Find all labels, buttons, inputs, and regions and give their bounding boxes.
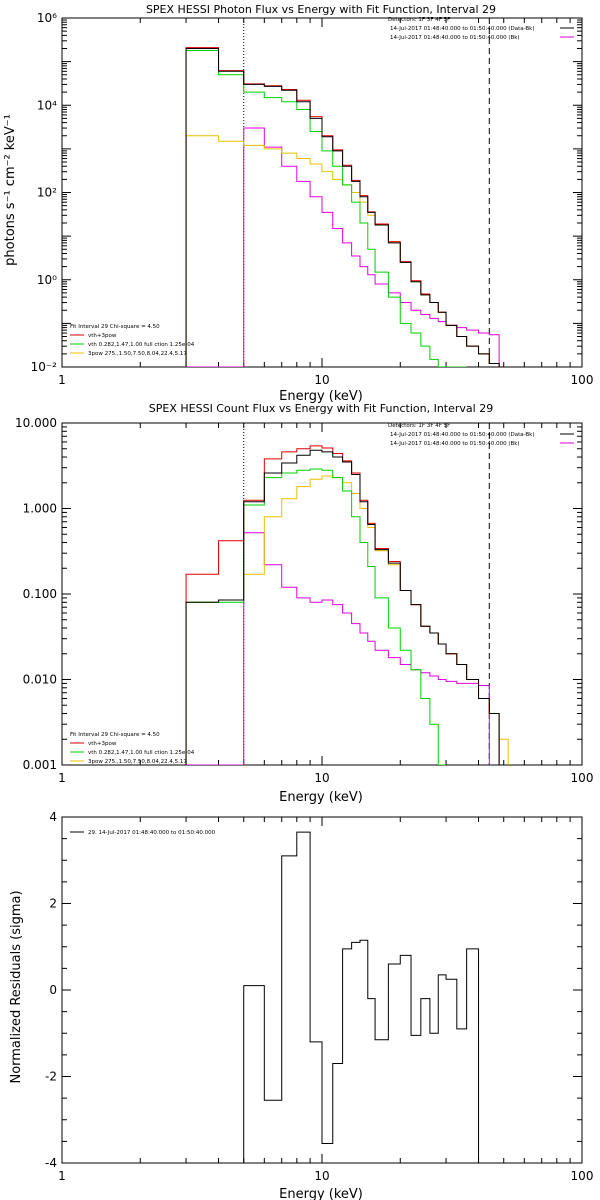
- count-flux-series-0: [185, 449, 509, 765]
- photon-legend-right-entry-1: 14-Jul-2017 01:48:40.000 to 01:50:40.000…: [390, 26, 535, 32]
- photon-flux-series-1: [185, 47, 500, 367]
- residuals-x-tick-label: 10: [314, 1169, 329, 1183]
- count-legend-left-entry-3: 3pow 275.,1.50,7.50,8.04,22.4,5.17: [88, 759, 187, 765]
- residuals-legend-entry: 29. 14-Jul-2017 01:48:40.000 to 01:50:40…: [88, 830, 216, 836]
- count-flux-y-tick-label: 0.100: [23, 587, 57, 601]
- count-flux-y-tick-label: 0.010: [23, 673, 57, 687]
- count-flux-y-tick-label: 10.000: [15, 416, 57, 430]
- residuals-y-tick-label: 2: [49, 897, 57, 911]
- residuals-y-tick-label: 0: [49, 983, 57, 997]
- residuals-series-0: [243, 831, 490, 1163]
- count-legend-left-entry-2: vth 0.282,1.47,1.00 full ction 1.25e-04: [88, 750, 195, 756]
- photon-flux-title: SPEX HESSI Photon Flux vs Energy with Fi…: [146, 3, 496, 16]
- count-flux-series-4: [186, 532, 490, 765]
- photon-legend-left-entry-1: vth+3pow: [88, 333, 117, 339]
- photon-flux-y-tick-label: 10⁰: [37, 273, 57, 287]
- photon-flux-panel: SPEX HESSI Photon Flux vs Energy with Fi…: [3, 3, 593, 404]
- count-legend-right-entry-1: 14-Jul-2017 01:48:40.000 to 01:50:40.000…: [390, 432, 535, 438]
- photon-flux-y-tick-label: 10⁴: [37, 98, 57, 112]
- count-flux-plot-frame: [61, 422, 583, 766]
- photon-legend-right-title: Detectors: 1F 3F 4F 5F: [388, 17, 450, 23]
- count-flux-series-3: [185, 475, 509, 765]
- residuals-panel: Energy (keV) Normalized Residuals (sigma…: [9, 810, 593, 1200]
- count-flux-x-tick-label: 10: [314, 771, 329, 785]
- count-flux-y-tick-label: 0.001: [23, 758, 57, 772]
- photon-flux-x-tick-label: 100: [571, 373, 594, 387]
- count-flux-series-2: [185, 468, 447, 765]
- residuals-y-tick-label: -4: [45, 1156, 57, 1170]
- photon-flux-ylabel: photons s⁻¹ cm⁻² keV⁻¹: [3, 114, 18, 266]
- photon-flux-y-tick-label: 10²: [37, 186, 57, 200]
- residuals-y-tick-label: 4: [49, 810, 57, 824]
- count-legend-right-entry-2: 14-Jul-2017 01:48:40.000 to 01:50:40.000…: [390, 441, 520, 447]
- photon-legend-right-entry-2: 14-Jul-2017 01:48:40.000 to 01:50:40.000…: [390, 35, 520, 41]
- photon-flux-x-tick-label: 1: [58, 373, 66, 387]
- count-legend-left-title: Fit Interval 29 Chi-square = 4.50: [70, 732, 160, 738]
- residuals-xlabel: Energy (keV): [279, 1187, 363, 1200]
- photon-flux-plot-frame: [61, 17, 583, 368]
- count-flux-xlabel: Energy (keV): [279, 790, 363, 805]
- photon-flux-series-0: [185, 47, 500, 367]
- residuals-ylabel: Normalized Residuals (sigma): [9, 890, 24, 1083]
- residuals-y-tick-label: -2: [45, 1070, 57, 1084]
- photon-flux-x-tick-label: 10: [314, 373, 329, 387]
- count-legend-right-title: Detectors: 1F 3F 4F 5F: [388, 423, 450, 429]
- count-legend-left-entry-1: vth+3pow: [88, 741, 117, 747]
- photon-flux-xlabel: Energy (keV): [279, 389, 363, 404]
- photon-flux-series-2: [185, 49, 467, 367]
- count-flux-title: SPEX HESSI Count Flux vs Energy with Fit…: [149, 402, 493, 415]
- photon-legend-left-entry-3: 3pow 275.,1.50,7.50,8.04,22.4,5.17: [88, 351, 187, 357]
- count-flux-panel: SPEX HESSI Count Flux vs Energy with Fit…: [15, 402, 593, 805]
- residuals-x-tick-label: 100: [571, 1169, 594, 1183]
- count-flux-x-tick-label: 100: [571, 771, 594, 785]
- photon-legend-left-title: Fit Interval 29 Chi-square = 4.50: [70, 324, 160, 330]
- residuals-x-tick-label: 1: [58, 1169, 66, 1183]
- count-flux-y-tick-label: 1.000: [23, 502, 57, 516]
- photon-flux-y-tick-label: 10⁶: [37, 11, 57, 25]
- count-flux-x-tick-label: 1: [58, 771, 66, 785]
- photon-legend-left-entry-2: vth 0.282,1.47,1.00 full ction 1.25e-04: [88, 342, 195, 348]
- photon-flux-y-tick-label: 10⁻²: [31, 360, 58, 374]
